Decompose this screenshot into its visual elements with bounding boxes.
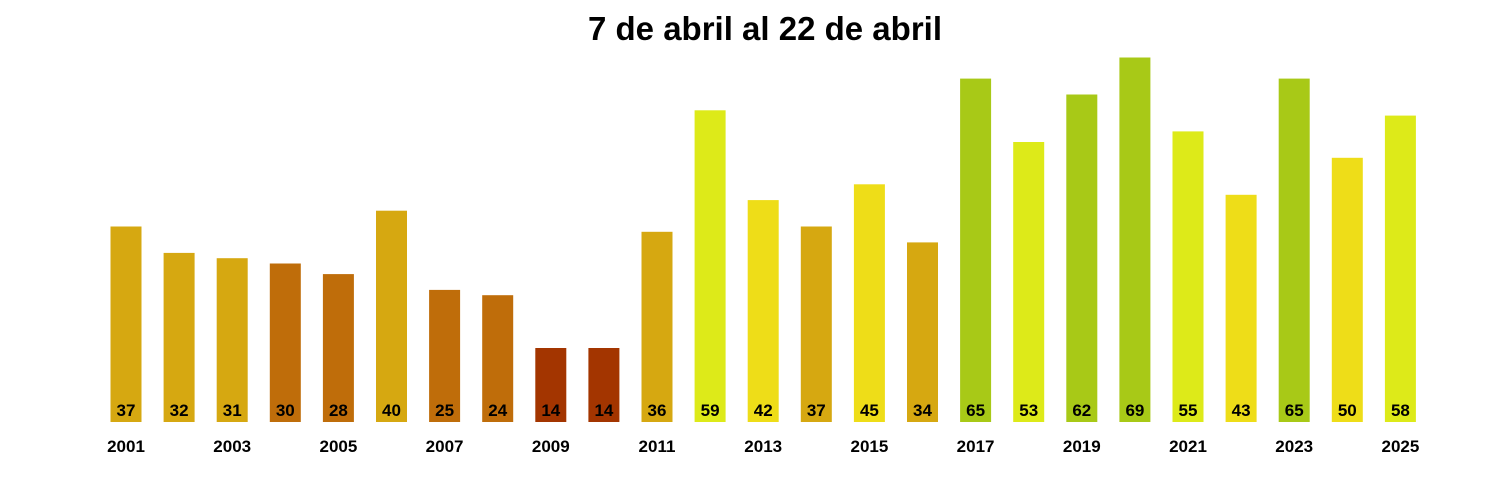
x-tick-2007: 2007 bbox=[426, 437, 464, 456]
bar-2011 bbox=[641, 231, 673, 422]
bar-2016 bbox=[907, 242, 938, 422]
x-tick-2013: 2013 bbox=[744, 437, 782, 456]
x-tick-2017: 2017 bbox=[957, 437, 995, 456]
bar-2012 bbox=[694, 110, 726, 423]
bar-2019 bbox=[1066, 94, 1098, 422]
x-tick-2001: 2001 bbox=[107, 437, 145, 456]
bar-2005 bbox=[322, 274, 354, 422]
x-tick-2003: 2003 bbox=[213, 437, 251, 456]
value-label-2002: 32 bbox=[170, 401, 189, 420]
x-axis-tick-labels: 2001 2003 2005 2007 2009 2011 2013 2015 2017 2019… bbox=[107, 437, 1419, 456]
value-label-2012: 59 bbox=[701, 401, 720, 420]
bar-2009 bbox=[535, 348, 567, 422]
value-label-2016: 34 bbox=[913, 401, 932, 420]
bar-2021 bbox=[1172, 131, 1204, 422]
x-tick-2019: 2019 bbox=[1063, 437, 1101, 456]
value-label-2014: 37 bbox=[807, 401, 826, 420]
value-label-2008: 24 bbox=[488, 401, 507, 420]
bar-2022 bbox=[1225, 194, 1257, 422]
value-label-2004: 30 bbox=[276, 401, 295, 420]
value-label-2015: 45 bbox=[860, 401, 879, 420]
bar-2007 bbox=[429, 289, 461, 422]
bar-2004 bbox=[269, 263, 301, 422]
chart-title: 7 de abril al 22 de abril bbox=[588, 10, 942, 47]
value-label-2021: 55 bbox=[1179, 401, 1198, 420]
x-tick-2025: 2025 bbox=[1381, 437, 1419, 456]
value-label-2001: 37 bbox=[117, 401, 136, 420]
bar-2001 bbox=[110, 226, 142, 422]
bar-2010 bbox=[588, 348, 620, 422]
bar-2023 bbox=[1278, 78, 1310, 422]
x-tick-2005: 2005 bbox=[319, 437, 357, 456]
value-label-2011: 36 bbox=[648, 401, 667, 420]
value-label-2022: 43 bbox=[1232, 401, 1251, 420]
value-label-2019: 62 bbox=[1072, 401, 1091, 420]
bar-2008 bbox=[482, 295, 514, 422]
bar-2002 bbox=[163, 252, 195, 422]
bar-2024 bbox=[1331, 157, 1363, 423]
value-label-2005: 28 bbox=[329, 401, 348, 420]
bar-2003 bbox=[216, 258, 248, 422]
bar-2020 bbox=[1119, 57, 1151, 422]
bar-2025 bbox=[1384, 115, 1416, 422]
value-label-2023: 65 bbox=[1285, 401, 1304, 420]
bar-2013 bbox=[747, 200, 779, 422]
x-tick-2011: 2011 bbox=[639, 437, 676, 456]
value-label-2020: 69 bbox=[1125, 401, 1144, 420]
x-tick-2009: 2009 bbox=[532, 437, 570, 456]
value-label-2010: 14 bbox=[594, 401, 613, 420]
bar-2018 bbox=[1013, 142, 1045, 422]
value-label-2007: 25 bbox=[435, 401, 454, 420]
value-label-2017: 65 bbox=[966, 401, 985, 420]
x-tick-2023: 2023 bbox=[1275, 437, 1313, 456]
value-label-2024: 50 bbox=[1338, 401, 1357, 420]
value-label-2003: 31 bbox=[223, 401, 242, 420]
bar-2014 bbox=[800, 226, 832, 422]
bars-group bbox=[110, 57, 1416, 423]
x-tick-2021: 2021 bbox=[1169, 437, 1207, 456]
bar-2017 bbox=[960, 78, 992, 422]
value-label-2009: 14 bbox=[541, 401, 560, 420]
value-labels-group: 37 32 31 30 28 40 25 24 14 14 36 59 42 37 45 34 65 53 62 69… bbox=[117, 401, 1410, 420]
value-label-2018: 53 bbox=[1019, 401, 1038, 420]
bar-2006 bbox=[376, 210, 407, 422]
value-label-2025: 58 bbox=[1391, 401, 1410, 420]
value-label-2013: 42 bbox=[754, 401, 773, 420]
value-label-2006: 40 bbox=[382, 401, 401, 420]
bar-2015 bbox=[853, 184, 885, 422]
x-tick-2015: 2015 bbox=[850, 437, 888, 456]
